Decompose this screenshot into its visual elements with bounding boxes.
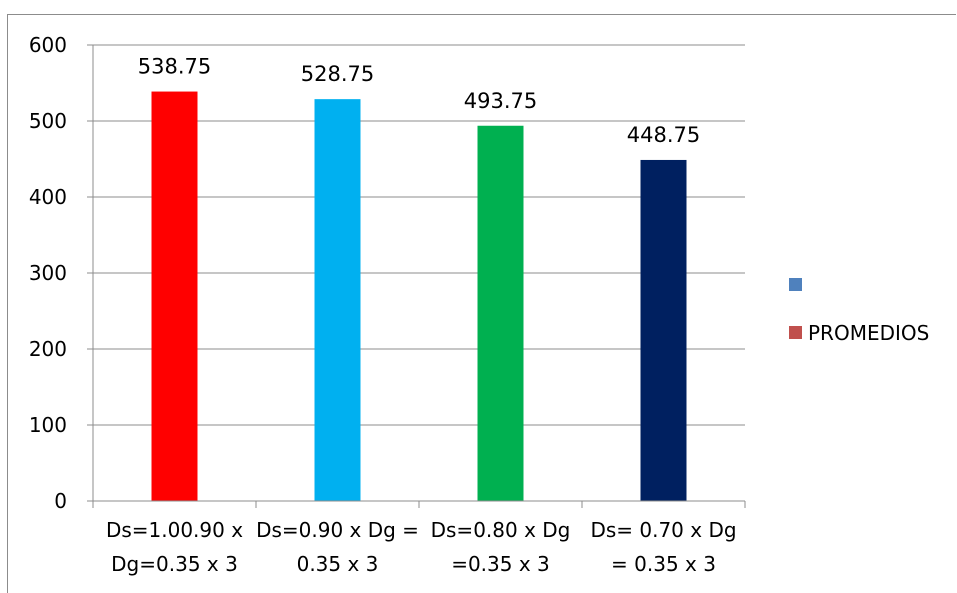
bars xyxy=(151,91,687,502)
x-category-label: = 0.35 x 3 xyxy=(611,552,716,576)
y-axis-ticks: 0 100 200 300 400 500 600 xyxy=(29,33,67,513)
legend-swatch xyxy=(789,326,802,339)
legend: PROMEDIOS xyxy=(789,278,929,345)
x-category-label: =0.35 x 3 xyxy=(451,552,550,576)
axes xyxy=(87,44,746,508)
data-label: 528.75 xyxy=(301,62,374,86)
y-tick-label: 0 xyxy=(54,489,67,513)
x-axis-categories: Ds=1.00.90 x Dg=0.35 x 3 Ds=0.90 x Dg = 0.3… xyxy=(106,518,737,576)
y-tick-label: 300 xyxy=(29,261,67,285)
y-tick-label: 500 xyxy=(29,109,67,133)
gridlines xyxy=(93,44,745,426)
y-tick-label: 400 xyxy=(29,185,67,209)
y-tick-label: 600 xyxy=(29,33,67,57)
x-category-label: Dg=0.35 x 3 xyxy=(111,552,238,576)
x-category-label: Ds= 0.70 x Dg xyxy=(590,518,736,542)
data-label: 448.75 xyxy=(627,123,700,147)
legend-swatch xyxy=(789,278,802,291)
bar xyxy=(151,91,198,502)
y-tick-label: 200 xyxy=(29,337,67,361)
legend-label: PROMEDIOS xyxy=(808,321,929,345)
bar xyxy=(477,125,524,501)
chart-frame xyxy=(7,14,956,593)
bar xyxy=(314,99,361,502)
x-category-label: 0.35 x 3 xyxy=(297,552,379,576)
x-category-label: Ds=0.90 x Dg = xyxy=(256,518,419,542)
data-labels: 538.75 528.75 493.75 448.75 xyxy=(138,55,700,147)
x-category-label: Ds=1.00.90 x xyxy=(106,518,243,542)
bar xyxy=(640,159,687,501)
y-tick-label: 100 xyxy=(29,413,67,437)
data-label: 493.75 xyxy=(464,89,537,113)
x-category-label: Ds=0.80 x Dg xyxy=(431,518,571,542)
data-label: 538.75 xyxy=(138,55,211,79)
